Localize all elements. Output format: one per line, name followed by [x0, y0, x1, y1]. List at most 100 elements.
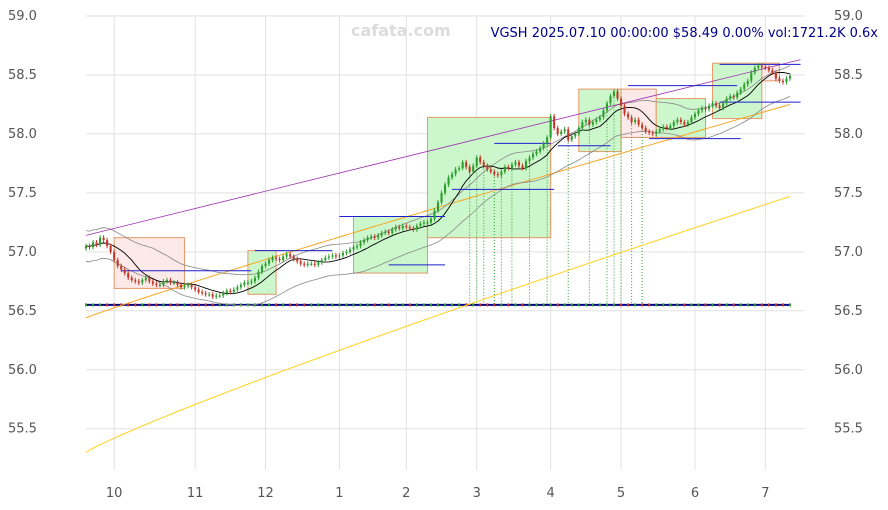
candle-body	[197, 289, 200, 292]
volume-bar	[373, 303, 376, 307]
band-lower-line	[85, 96, 791, 306]
y-tick-label-right: 58.5	[834, 68, 863, 83]
volume-bar	[204, 303, 207, 307]
candle-body	[366, 237, 369, 241]
volume-bar	[493, 303, 496, 307]
candle-body	[556, 128, 559, 134]
candle-body	[570, 136, 573, 140]
candle-body	[531, 153, 535, 158]
candle-body	[690, 117, 693, 123]
candle-body	[693, 113, 697, 118]
candle-body	[327, 256, 330, 258]
candle-body	[524, 161, 528, 169]
volume-bar	[718, 303, 721, 307]
candle-body	[447, 177, 450, 185]
volume-bar	[479, 303, 482, 307]
candle-body	[130, 277, 133, 281]
candle-body	[781, 80, 785, 83]
candle-body	[560, 131, 563, 134]
candle-body	[201, 291, 204, 294]
ma-slow-line	[85, 195, 791, 453]
candle-body	[348, 249, 352, 252]
volume-bar	[591, 303, 594, 307]
volume-bar	[711, 303, 714, 307]
candle-body	[528, 157, 531, 162]
volume-bar	[613, 303, 615, 307]
candle-body	[194, 287, 197, 290]
volume-bar	[324, 303, 327, 307]
candle-body	[359, 242, 362, 246]
candle-body	[774, 72, 777, 79]
candle-body	[334, 255, 337, 257]
candle-body	[310, 263, 313, 265]
volume-bar	[303, 303, 306, 307]
candle-body	[648, 131, 651, 133]
volume-bar	[789, 303, 791, 307]
candle-body	[303, 263, 306, 265]
candle-body	[225, 290, 228, 294]
candle-body	[204, 293, 207, 295]
candle-body	[546, 137, 549, 144]
candle-body	[155, 283, 158, 285]
volume-bar	[627, 303, 630, 307]
candle-body	[116, 260, 119, 266]
candle-body	[176, 282, 179, 285]
candle-body	[282, 256, 285, 261]
volume-bar	[394, 303, 397, 307]
candle-body	[158, 284, 161, 287]
candle-body	[574, 133, 577, 137]
candle-body	[482, 162, 485, 166]
candle-body	[760, 65, 763, 67]
volume-bar	[690, 303, 693, 307]
volume-bar	[225, 303, 228, 307]
consolidation-boxes	[113, 62, 780, 295]
candle-body	[669, 125, 672, 129]
y-axis-left: 55.5 56.0 56.5 57.0 57.5 58.0 58.5 59.0	[8, 9, 37, 437]
candle-body	[679, 119, 682, 123]
volume-bar	[415, 303, 418, 307]
candle-body	[489, 169, 492, 172]
candle-body	[211, 294, 214, 297]
x-tick-label: 5	[617, 486, 625, 501]
volume-bar	[92, 303, 95, 307]
candle-body	[113, 251, 116, 261]
volume-bar	[676, 303, 679, 307]
candle-body	[736, 92, 739, 98]
candle-body	[591, 122, 594, 125]
y-tick-label-left: 58.5	[8, 68, 37, 83]
candle-body	[246, 282, 249, 284]
candle-body	[120, 265, 123, 270]
volume-bar	[739, 303, 742, 307]
candle-body	[539, 148, 542, 152]
candle-body	[88, 245, 91, 248]
volume-bar	[451, 303, 454, 307]
candle-body	[429, 218, 433, 223]
volume-bar	[760, 303, 763, 307]
candle-body	[162, 281, 165, 285]
candle-body	[567, 129, 570, 140]
candle-body	[377, 235, 380, 238]
candle-body	[697, 110, 700, 114]
x-axis: 10 11 12 1 2 3 4 5 6 7	[106, 486, 770, 501]
y-tick-label-left: 57.0	[8, 245, 37, 260]
y-tick-label-right: 57.5	[834, 186, 863, 201]
chart-header: VGSH 2025.07.10 00:00:00 $58.49 0.00% vo…	[491, 26, 879, 41]
candle-body	[148, 277, 151, 282]
y-tick-label-left: 55.5	[8, 422, 37, 437]
y-tick-label-right: 59.0	[834, 9, 863, 24]
y-tick-label-left: 58.0	[8, 127, 37, 142]
volume-bar	[732, 303, 735, 307]
volume-bar	[289, 303, 292, 307]
volume-bar	[331, 303, 334, 307]
candle-body	[595, 119, 598, 123]
volume-bar	[387, 303, 390, 307]
candle-body	[260, 265, 264, 272]
candle-body	[707, 105, 711, 110]
volume-bar	[239, 303, 242, 307]
candle-body	[380, 232, 383, 236]
volume-bar	[401, 303, 404, 307]
candle-body	[468, 166, 471, 172]
candle-body	[426, 222, 429, 224]
candle-body	[292, 256, 295, 259]
candle-body	[151, 281, 154, 284]
